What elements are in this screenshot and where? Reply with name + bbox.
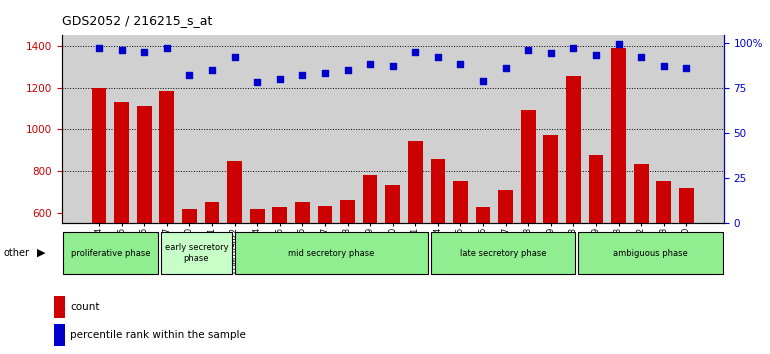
- Point: [296, 72, 309, 78]
- Bar: [161, 232, 232, 274]
- Point: [432, 54, 444, 60]
- Point: [544, 51, 557, 56]
- Point: [364, 62, 377, 67]
- Text: late secretory phase: late secretory phase: [460, 249, 547, 258]
- Bar: [363, 175, 377, 338]
- Bar: [340, 200, 355, 338]
- Bar: [205, 202, 219, 338]
- Bar: [273, 207, 287, 338]
- Point: [658, 63, 670, 69]
- Text: ▶: ▶: [37, 248, 45, 258]
- Bar: [611, 48, 626, 338]
- Point: [341, 67, 353, 73]
- Point: [409, 49, 421, 55]
- Bar: [63, 232, 159, 274]
- Bar: [235, 232, 428, 274]
- Text: percentile rank within the sample: percentile rank within the sample: [70, 330, 246, 340]
- Point: [635, 54, 648, 60]
- Text: mid secretory phase: mid secretory phase: [288, 249, 374, 258]
- Point: [319, 70, 331, 76]
- Bar: [578, 232, 722, 274]
- Text: proliferative phase: proliferative phase: [71, 249, 150, 258]
- Point: [183, 72, 196, 78]
- Point: [138, 49, 150, 55]
- Point: [206, 67, 218, 73]
- Bar: [114, 102, 129, 338]
- Point: [522, 47, 534, 53]
- Point: [387, 63, 399, 69]
- Bar: [317, 206, 333, 338]
- Bar: [566, 76, 581, 338]
- Point: [612, 41, 624, 47]
- Bar: [408, 141, 423, 338]
- Bar: [430, 232, 575, 274]
- Point: [116, 47, 128, 53]
- Point: [680, 65, 692, 71]
- Point: [567, 45, 580, 51]
- Bar: [295, 202, 310, 338]
- Point: [93, 45, 105, 51]
- Bar: [182, 210, 197, 338]
- Bar: [634, 164, 648, 338]
- Bar: [476, 207, 490, 338]
- Point: [273, 76, 286, 81]
- Point: [500, 65, 512, 71]
- Bar: [54, 324, 65, 346]
- Point: [454, 62, 467, 67]
- Bar: [92, 87, 106, 338]
- Bar: [521, 110, 536, 338]
- Bar: [159, 91, 174, 338]
- Text: GDS2052 / 216215_s_at: GDS2052 / 216215_s_at: [62, 14, 212, 27]
- Bar: [453, 181, 468, 338]
- Text: early secretory
phase: early secretory phase: [165, 244, 229, 263]
- Text: other: other: [4, 248, 30, 258]
- Bar: [137, 106, 152, 338]
- Text: ambiguous phase: ambiguous phase: [613, 249, 688, 258]
- Bar: [544, 136, 558, 338]
- Text: count: count: [70, 302, 99, 312]
- Point: [477, 78, 489, 83]
- Bar: [679, 188, 694, 338]
- Point: [161, 45, 173, 51]
- Bar: [657, 181, 671, 338]
- Bar: [385, 185, 400, 338]
- Bar: [249, 210, 265, 338]
- Bar: [54, 296, 65, 318]
- Bar: [498, 190, 513, 338]
- Point: [229, 54, 241, 60]
- Point: [590, 52, 602, 58]
- Bar: [588, 155, 604, 338]
- Bar: [430, 159, 445, 338]
- Point: [251, 79, 263, 85]
- Bar: [227, 161, 242, 338]
